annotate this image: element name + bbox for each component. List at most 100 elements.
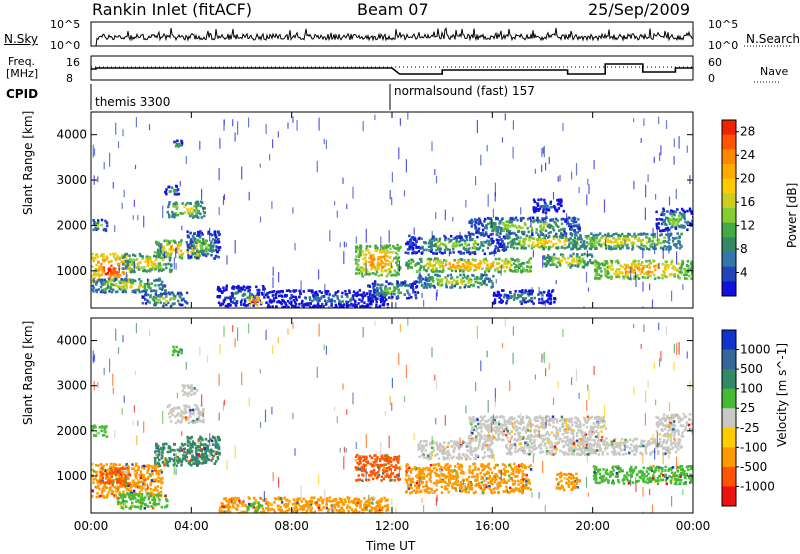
power-pixel [554, 234, 558, 238]
power-pixel [484, 257, 487, 261]
power-pixel [591, 243, 595, 246]
power-pixel [95, 228, 98, 231]
velocity-pixel [188, 460, 191, 463]
power-pixel [100, 262, 103, 266]
power-pixel [368, 260, 371, 264]
power-pixel [261, 293, 264, 296]
power-pixel [366, 306, 369, 308]
power-noise-pixel [97, 176, 99, 183]
power-pixel [528, 238, 531, 241]
power-pixel [271, 290, 274, 294]
power-pixel [153, 289, 156, 292]
power-pixel [605, 260, 608, 263]
power-pixel [124, 267, 127, 270]
power-pixel [176, 292, 180, 296]
power-pixel [666, 240, 669, 244]
power-pixel [531, 232, 534, 235]
power-noise-pixel [645, 184, 647, 198]
velocity-pixel [148, 464, 152, 468]
velocity-pixel [97, 495, 101, 498]
power-pixel [572, 221, 575, 224]
power-pixel [285, 303, 288, 307]
power-pixel [190, 256, 193, 260]
power-pixel [442, 269, 445, 272]
power-pixel [557, 207, 561, 210]
velocity-pixel [131, 463, 134, 466]
velocity-pixel [131, 501, 134, 505]
power-pixel [614, 260, 618, 263]
power-pixel [483, 234, 486, 237]
power-pixel [671, 220, 674, 223]
velocity-pixel [117, 501, 121, 504]
power-pixel [468, 233, 471, 236]
power-pixel [316, 306, 319, 308]
power-pixel [533, 296, 536, 300]
power-noise-pixel [465, 199, 467, 208]
velocity-pixel [181, 444, 185, 447]
power-pixel [241, 294, 245, 297]
power-noise-pixel [143, 215, 145, 228]
power-pixel [369, 298, 373, 301]
velocity-pixel [184, 411, 187, 414]
velocity-pixel [137, 478, 140, 482]
power-pixel [606, 270, 610, 273]
power-pixel [143, 284, 147, 288]
power-pixel [467, 231, 470, 234]
velocity-pixel [201, 414, 204, 417]
power-pixel [649, 274, 652, 278]
power-pixel [659, 246, 663, 250]
power-pixel [593, 268, 597, 272]
power-pixel [577, 218, 580, 221]
velocity-pixel [196, 417, 199, 421]
velocity-pixel [155, 464, 158, 467]
power-pixel [516, 226, 519, 230]
power-pixel [379, 292, 382, 295]
power-pixel [543, 217, 546, 220]
velocity-pixel [124, 470, 128, 473]
velocity-pixel [116, 486, 120, 489]
power-pixel [99, 285, 103, 289]
power-pixel [365, 249, 368, 252]
power-pixel [190, 250, 193, 254]
power-pixel [478, 227, 481, 230]
power-pixel [527, 244, 530, 248]
power-pixel [612, 237, 616, 240]
power-pixel [563, 243, 567, 246]
power-pixel [589, 245, 593, 248]
power-pixel [454, 245, 457, 248]
power-pixel [685, 264, 689, 267]
velocity-pixel [115, 474, 118, 477]
power-pixel [197, 230, 200, 234]
power-noise-pixel [434, 169, 436, 176]
power-pixel [523, 269, 526, 273]
power-pixel [422, 248, 426, 252]
power-pixel [221, 302, 224, 306]
power-pixel [413, 236, 416, 240]
power-pixel [494, 257, 498, 261]
power-pixel [171, 215, 174, 218]
velocity-pixel [161, 476, 164, 480]
power-pixel [485, 277, 488, 280]
power-pixel [248, 285, 252, 289]
power-pixel [137, 264, 140, 267]
power-pixel [470, 232, 473, 236]
power-pixel [621, 246, 624, 249]
power-pixel [683, 212, 686, 215]
power-pixel [126, 281, 130, 284]
power-pixel [596, 276, 599, 280]
power-pixel [459, 280, 463, 284]
power-pixel [204, 252, 207, 256]
power-pixel [112, 288, 115, 292]
power-pixel [380, 249, 383, 253]
power-pixel [469, 251, 472, 255]
power-pixel [101, 283, 104, 287]
power-pixel [618, 275, 621, 278]
power-pixel [478, 218, 482, 222]
power-pixel [197, 256, 200, 260]
power-pixel [549, 231, 552, 234]
power-pixel [104, 228, 107, 232]
power-pixel [385, 291, 389, 295]
power-pixel [465, 244, 469, 247]
power-pixel [500, 264, 504, 268]
power-pixel [484, 273, 487, 277]
